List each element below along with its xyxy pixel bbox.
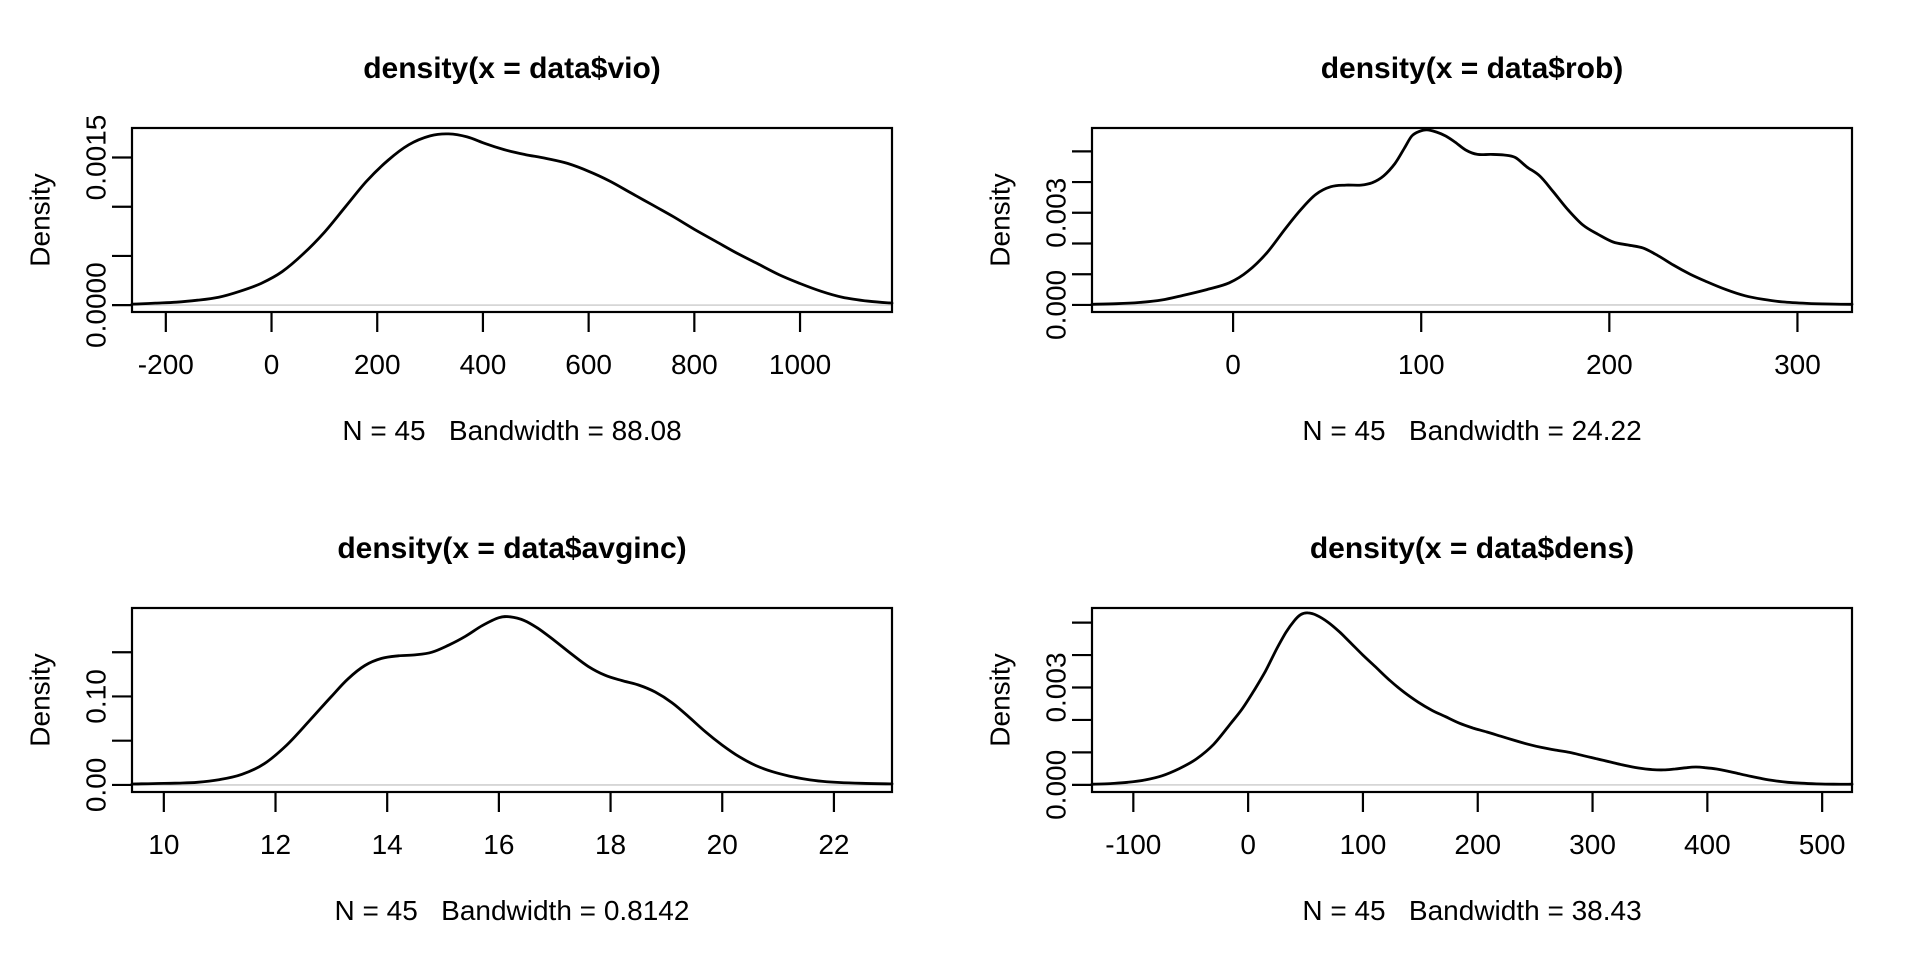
plot-box [1090, 126, 1854, 314]
y-axis-tick-label: 0.0015 [81, 115, 112, 201]
x-axis-tick-label: 10 [148, 829, 179, 860]
y-axis-tick-label: 0.00 [81, 758, 112, 813]
plot-title: density(x = data$avginc) [337, 532, 686, 565]
x-axis-tick-label: 1000 [769, 349, 831, 380]
x-axis-tick-label: 12 [260, 829, 291, 860]
density-panel-vio: density(x = data$vio) -200 0 200 400 600 800 10… [25, 52, 894, 446]
density-curve [1090, 128, 1854, 306]
x-axis-tick-label: 100 [1398, 349, 1445, 380]
plot-title: density(x = data$vio) [363, 52, 661, 85]
density-curve [130, 132, 894, 306]
density-panel-rob: density(x = data$rob) 0 100 200 300 0.000 0.00… [985, 52, 1854, 446]
density-panel-dens: density(x = data$dens) -100 0 100 200 300 400 5… [985, 532, 1854, 926]
y-axis-tick-label: 0.003 [1041, 178, 1072, 248]
plot-title: density(x = data$rob) [1321, 52, 1624, 85]
x-axis-tick-label: 600 [565, 349, 612, 380]
x-axis-tick-label: 500 [1799, 829, 1846, 860]
x-axis-tick-label: 18 [595, 829, 626, 860]
subtitle-caption: N = 45 Bandwidth = 38.43 [1302, 895, 1641, 926]
y-axis-tick-label: 0.000 [1041, 270, 1072, 340]
y-axis-tick-label: 0.10 [81, 669, 112, 724]
x-axis-tick-label: 400 [1684, 829, 1731, 860]
y-axis-tick-label: 0.000 [1041, 750, 1072, 820]
y-axis-title: Density [985, 653, 1016, 746]
density-curve [1090, 611, 1854, 786]
x-axis-tick-label: 20 [707, 829, 738, 860]
density-panel-avginc: density(x = data$avginc) 10 12 14 16 18 20 22 0.… [25, 532, 894, 926]
y-axis-title: Density [25, 653, 56, 746]
x-axis-tick-label: 300 [1774, 349, 1821, 380]
x-axis-tick-label: 200 [1586, 349, 1633, 380]
x-axis-tick-label: 0 [1225, 349, 1241, 380]
subtitle-caption: N = 45 Bandwidth = 24.22 [1302, 415, 1641, 446]
density-curve [130, 615, 894, 786]
subtitle-caption: N = 45 Bandwidth = 0.8142 [335, 895, 690, 926]
x-axis-tick-label: 16 [483, 829, 514, 860]
x-axis-tick-label: 14 [372, 829, 403, 860]
subtitle-caption: N = 45 Bandwidth = 88.08 [342, 415, 681, 446]
y-axis-tick-label: 0.0000 [81, 262, 112, 348]
x-axis-tick-label: 0 [264, 349, 280, 380]
plot-box [130, 606, 894, 794]
x-axis-tick-label: 800 [671, 349, 718, 380]
plot-title: density(x = data$dens) [1310, 532, 1634, 565]
y-axis-title: Density [985, 173, 1016, 266]
x-axis-tick-label: 0 [1240, 829, 1256, 860]
x-axis-tick-label: 200 [354, 349, 401, 380]
plot-box [130, 126, 894, 314]
x-axis-tick-label: 22 [818, 829, 849, 860]
y-axis-tick-label: 0.003 [1041, 652, 1072, 722]
y-axis-title: Density [25, 173, 56, 266]
x-axis-tick-label: 100 [1340, 829, 1387, 860]
plot-box [1090, 606, 1854, 794]
x-axis-tick-label: 300 [1569, 829, 1616, 860]
x-axis-tick-label: 200 [1454, 829, 1501, 860]
x-axis-tick-label: 400 [460, 349, 507, 380]
x-axis-tick-label: -200 [138, 349, 194, 380]
x-axis-tick-label: -100 [1105, 829, 1161, 860]
